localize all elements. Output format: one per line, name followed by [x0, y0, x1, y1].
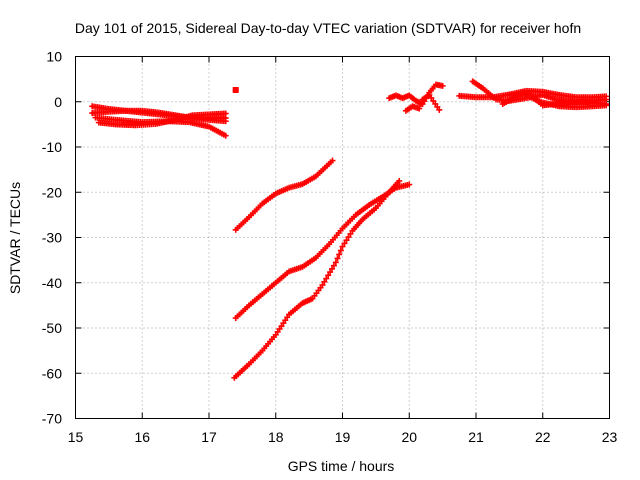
x-tick-label: 23 — [602, 429, 618, 445]
series-arc-h — [231, 177, 403, 381]
y-tick-label: 10 — [46, 49, 62, 65]
x-axis-label: GPS time / hours — [288, 458, 395, 474]
plot-frame — [75, 56, 610, 419]
x-tick-label: 21 — [468, 429, 484, 445]
series-arc-f — [232, 157, 336, 233]
series-arc-n — [506, 90, 610, 109]
x-tick-label: 18 — [268, 429, 284, 445]
x-tick-label: 15 — [68, 429, 84, 445]
x-tick-label: 16 — [134, 429, 150, 445]
series-arc-e — [232, 86, 239, 93]
y-tick-labels: 10 0 -10 -20 -30 -40 -50 -60 -70 — [42, 49, 62, 427]
y-tick-label: -40 — [42, 275, 62, 291]
y-tick-label: 0 — [54, 94, 62, 110]
x-tick-label: 19 — [335, 429, 351, 445]
y-tick-label: -20 — [42, 184, 62, 200]
x-tick-label: 20 — [401, 429, 417, 445]
series-arc-d — [92, 114, 229, 139]
chart-title: Day 101 of 2015, Sidereal Day-to-day VTE… — [75, 20, 581, 36]
y-tick-label: -10 — [42, 139, 62, 155]
series-arc-g — [232, 181, 413, 322]
y-axis-label: SDTVAR / TECUs — [7, 182, 23, 294]
y-tick-label: -50 — [42, 320, 62, 336]
x-tick-labels: 15 16 17 18 19 20 21 22 23 — [68, 429, 618, 445]
y-tick-label: -70 — [42, 411, 62, 427]
y-tick-label: -30 — [42, 230, 62, 246]
series-arc-j — [402, 91, 443, 114]
data-points — [89, 78, 610, 381]
x-tick-label: 17 — [201, 429, 217, 445]
x-tick-label: 22 — [535, 429, 551, 445]
y-tick-label: -60 — [42, 365, 62, 381]
